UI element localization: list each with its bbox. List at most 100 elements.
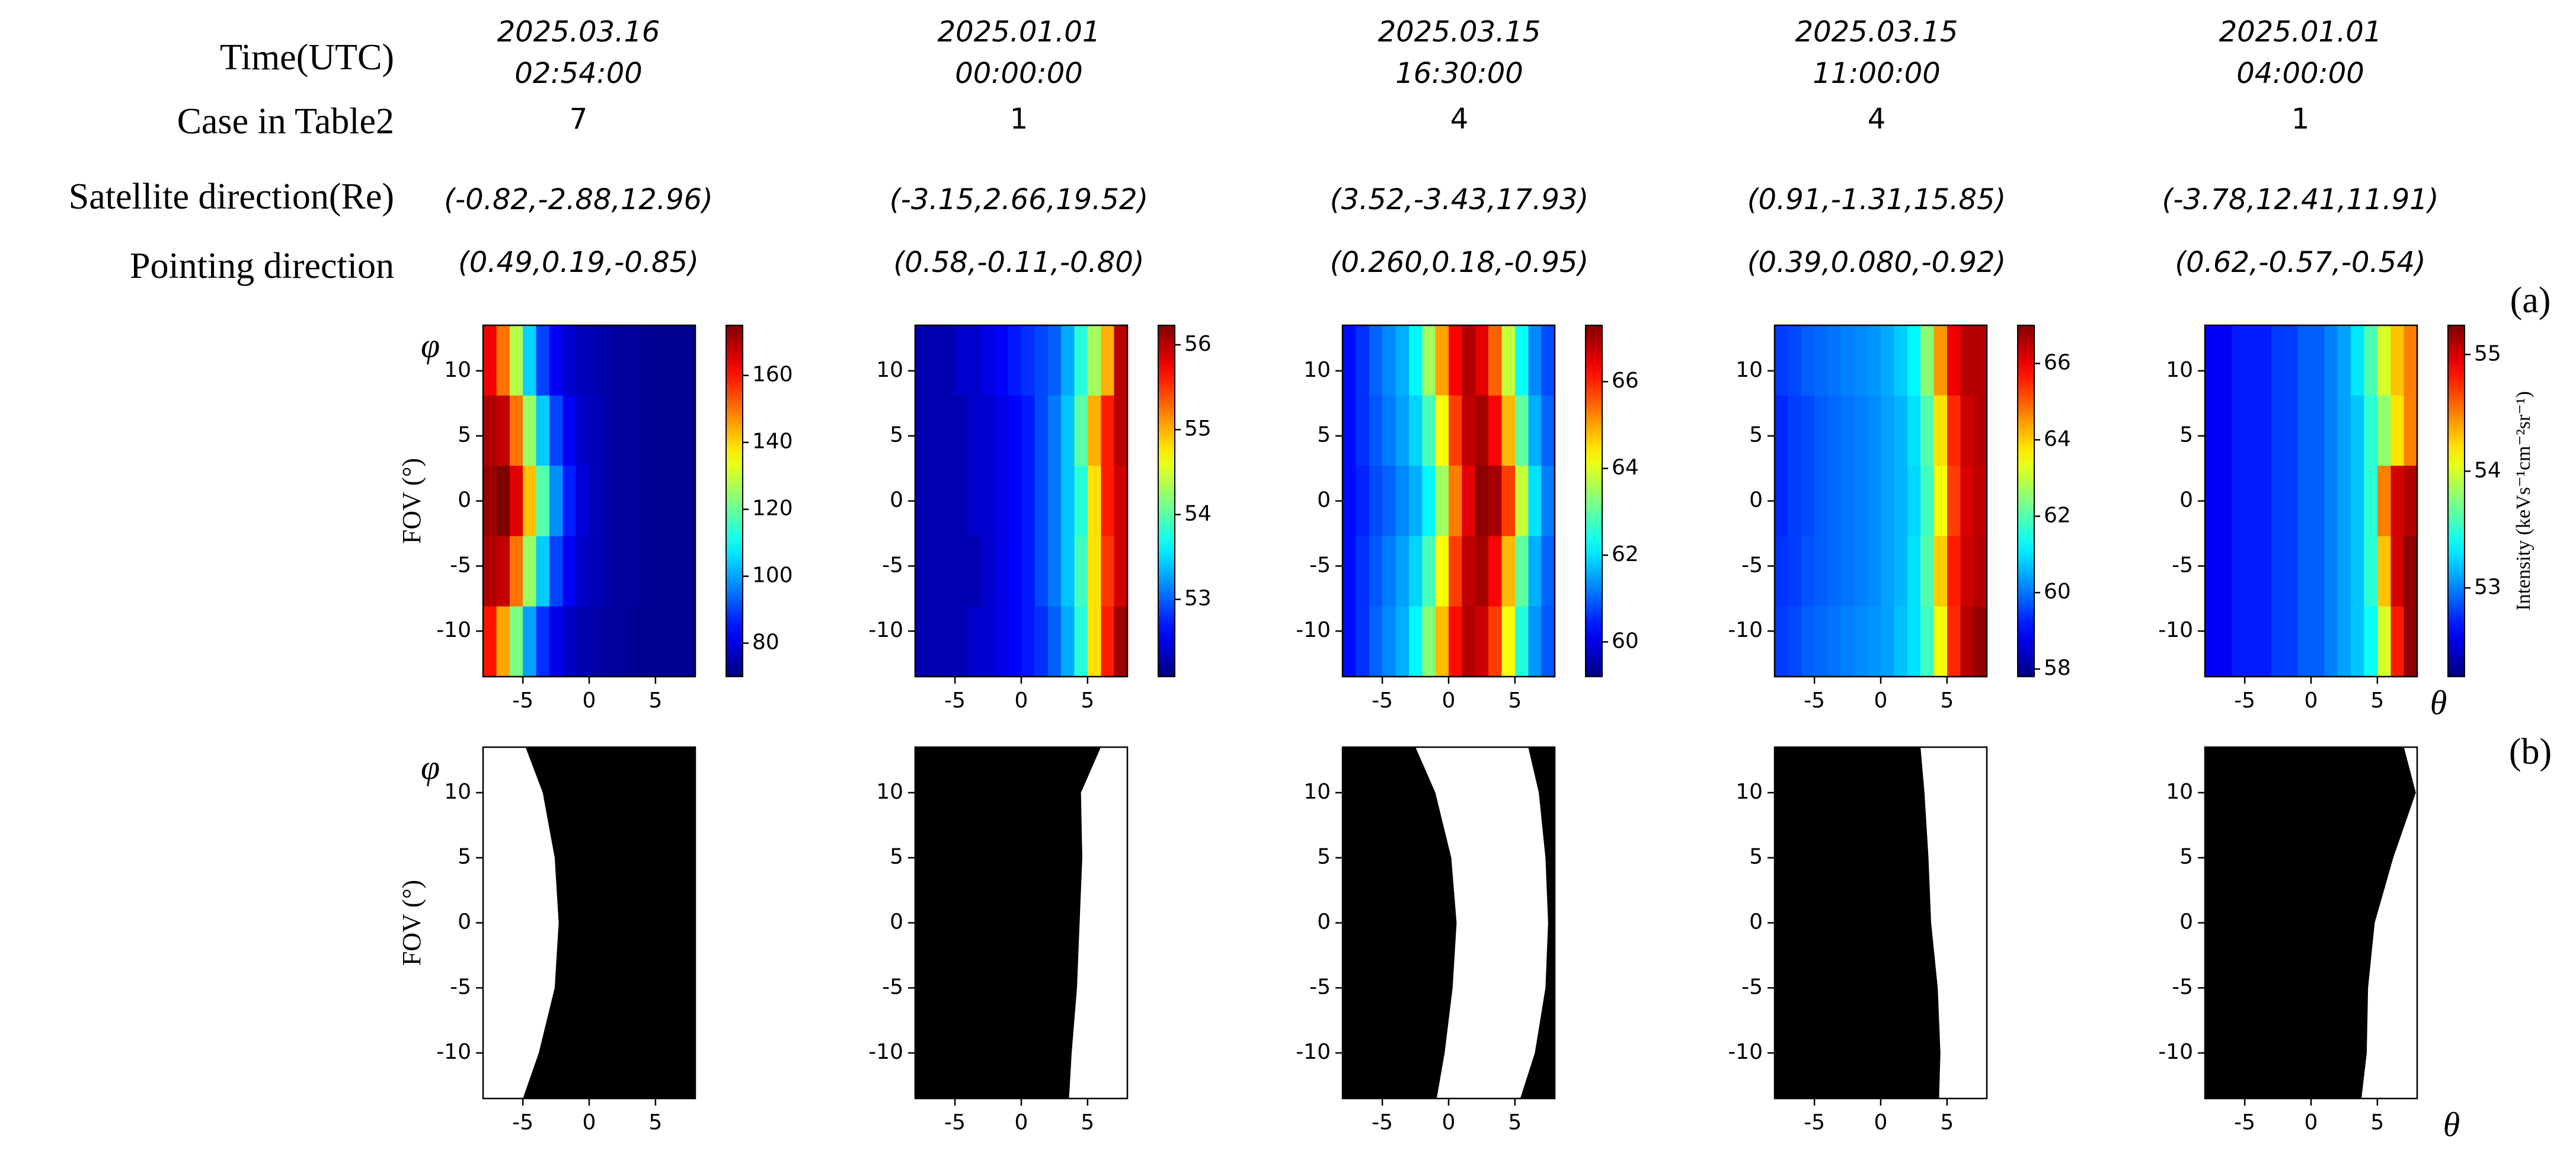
heatmap-cell: [2258, 395, 2272, 466]
heatmap-cell: [1435, 466, 1449, 537]
heatmap-cell: [1422, 466, 1436, 537]
heatmap-cell: [1395, 466, 1410, 537]
heatmap-cell: [1514, 466, 1529, 537]
heatmap-cell: [1034, 536, 1049, 607]
heatmap-cell: [1101, 606, 1115, 677]
heatmap-cell: [1422, 395, 1436, 466]
heatmap-cell: [1021, 606, 1035, 677]
heatmap-cell: [1034, 325, 1049, 396]
heatmap-cell: [523, 466, 537, 537]
heatmap-cell: [2245, 606, 2259, 677]
heatmap-cell: [1369, 466, 1383, 537]
heatmap-cell: [1775, 606, 1789, 677]
heatmap-cell: [483, 325, 497, 396]
heatmap-cell: [589, 395, 603, 466]
heatmap-cell: [1840, 325, 1855, 396]
heatmap-cell: [1061, 395, 1075, 466]
heatmap-cell: [589, 536, 603, 607]
heatmap-cell: [1894, 536, 1908, 607]
y-tick-label: 5: [890, 845, 903, 869]
y-axis-label: FOV (°): [397, 458, 426, 544]
heatmap-cell: [2271, 466, 2286, 537]
x-tick-label: 0: [1015, 1110, 1028, 1135]
heatmap-cell: [2377, 395, 2392, 466]
y-tick-label: 10: [444, 780, 471, 804]
satellite-direction: (-3.78,12.41,11.91): [2162, 183, 2439, 216]
heatmap-cell: [928, 325, 942, 396]
colorbar-tick-label: 58: [2044, 656, 2071, 680]
heatmap-cell: [642, 325, 656, 396]
heatmap-cell: [483, 395, 497, 466]
heatmap-cell: [589, 325, 603, 396]
x-tick-label: -5: [1372, 688, 1393, 713]
heatmap-cell: [1475, 536, 1489, 607]
heatmap-cell: [2351, 536, 2365, 607]
heatmap-cell: [1973, 395, 1987, 466]
heatmap-cell: [1074, 395, 1088, 466]
heatmap-cell: [1008, 395, 1022, 466]
heatmap-cell: [2404, 395, 2417, 466]
heatmap-cell: [2311, 606, 2325, 677]
plot-area: [2205, 747, 2417, 1098]
heatmap-cell: [1114, 325, 1127, 396]
heatmap-cell: [655, 606, 670, 677]
mask-region: [2361, 747, 2417, 1098]
y-tick-label: -5: [2172, 553, 2193, 577]
heatmap-cell: [1947, 606, 1961, 677]
heatmap-cell: [1488, 536, 1503, 607]
heatmap-cell: [602, 395, 616, 466]
x-tick-label: 5: [2370, 1110, 2384, 1135]
time: 04:00:00: [2236, 57, 2364, 90]
heatmap-cell: [642, 466, 656, 537]
heatmap-cell: [602, 606, 616, 677]
heatmap-cell: [1907, 606, 1921, 677]
heatmap-cell: [1462, 466, 1476, 537]
heatmap-cell: [1894, 395, 1908, 466]
x-tick-label: 5: [648, 1110, 662, 1135]
heatmap-cell: [642, 536, 656, 607]
x-tick-label: -5: [944, 1110, 966, 1135]
heatmap-cell: [1061, 325, 1075, 396]
mask-region: [1920, 747, 1987, 1098]
heatmap-cell: [2205, 536, 2219, 607]
heatmap-cell: [1960, 466, 1974, 537]
heatmap-cell: [1541, 395, 1555, 466]
heatmap-cell: [1475, 466, 1489, 537]
heatmap-cell: [496, 606, 510, 677]
x-tick-label: -5: [1804, 688, 1825, 713]
heatmap-cell: [1514, 536, 1529, 607]
heatmap-cell: [1867, 606, 1881, 677]
heatmap-cell: [2324, 325, 2338, 396]
heatmap-cell: [1114, 606, 1127, 677]
heatmap-cell: [2324, 536, 2338, 607]
heatmap-cell: [2364, 536, 2378, 607]
heatmap-cell: [1867, 395, 1881, 466]
heatmap-cell: [1854, 606, 1868, 677]
y-tick-label: -10: [1728, 618, 1763, 642]
panel-label: (a): [2510, 280, 2551, 321]
heatmap-cell: [2311, 395, 2325, 466]
heatmap-cell: [682, 325, 695, 396]
y-tick-label: 0: [458, 488, 471, 513]
heatmap-cell: [629, 325, 643, 396]
heatmap-cell: [1356, 536, 1370, 607]
heatmap-cell: [1788, 606, 1802, 677]
heatmap-cell: [1034, 466, 1049, 537]
heatmap-cell: [682, 606, 695, 677]
heatmap-cell: [2377, 325, 2392, 396]
heatmap-cell: [615, 536, 629, 607]
heatmap-cell: [941, 606, 955, 677]
heatmap-cell: [2337, 606, 2351, 677]
heatmap-cell: [1101, 466, 1115, 537]
heatmap-cell: [928, 466, 942, 537]
heatmap-cell: [2324, 466, 2338, 537]
colorbar-label: Intensity (keVs⁻¹cm⁻²sr⁻¹): [2513, 391, 2535, 611]
heatmap-cell: [1973, 606, 1987, 677]
x-axis-symbol: θ: [2443, 1105, 2460, 1144]
heatmap-cell: [2390, 606, 2405, 677]
heatmap-cell: [1881, 606, 1895, 677]
heatmap-cell: [968, 325, 982, 396]
y-tick-label: 5: [1749, 423, 1763, 447]
heatmap-cell: [2377, 466, 2392, 537]
heatmap-cell: [1435, 606, 1449, 677]
